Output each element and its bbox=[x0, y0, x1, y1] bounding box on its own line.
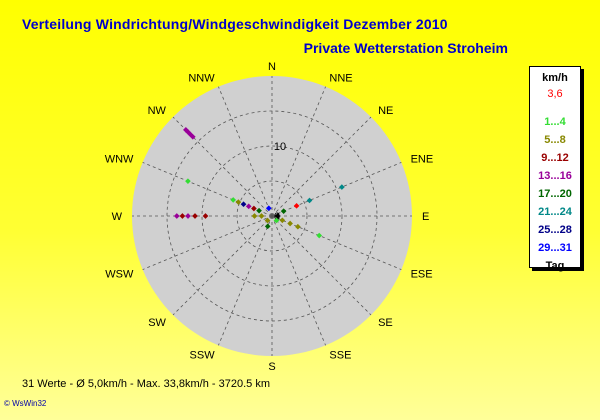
data-point-6 bbox=[230, 197, 237, 203]
data-point-14 bbox=[185, 213, 191, 219]
legend-item-9: Tag bbox=[545, 260, 565, 272]
data-point-20 bbox=[306, 197, 313, 204]
legend-item-5: 17...20 bbox=[538, 188, 572, 200]
legend-item-4: 13...16 bbox=[538, 170, 572, 182]
legend-header: km/h bbox=[542, 72, 568, 84]
direction-label-se: SE bbox=[378, 317, 393, 329]
data-point-23 bbox=[316, 232, 323, 239]
grid-ring-2 bbox=[201, 145, 343, 287]
grid-ring-1 bbox=[236, 180, 308, 252]
legend-item-3: 9...12 bbox=[541, 152, 569, 164]
data-point-30 bbox=[273, 217, 280, 224]
radial-tick-label: 10 bbox=[274, 141, 286, 153]
direction-label-wsw: WSW bbox=[105, 268, 134, 280]
chart-footer: 31 Werte - Ø 5,0km/h - Max. 33,8km/h - 3… bbox=[22, 378, 270, 390]
direction-label-ssw: SSW bbox=[190, 350, 216, 362]
grid-spoke-se bbox=[271, 215, 372, 316]
data-points bbox=[173, 127, 345, 239]
direction-label-n: N bbox=[268, 61, 276, 73]
legend-item-8: 29...31 bbox=[538, 242, 572, 254]
data-point-25 bbox=[287, 220, 293, 227]
direction-label-w: W bbox=[112, 211, 123, 223]
grid-spoke-sse bbox=[271, 215, 326, 346]
data-point-13 bbox=[179, 213, 186, 219]
direction-label-e: E bbox=[422, 211, 429, 223]
direction-label-wnw: WNW bbox=[105, 154, 134, 166]
legend: km/h 3,6 1...4 5...8 9...12 13...16 17...20 2… bbox=[529, 66, 581, 272]
grid-spoke-ne bbox=[271, 116, 372, 217]
data-point-22 bbox=[280, 208, 287, 215]
data-point-28 bbox=[265, 205, 272, 212]
grid-spoke-nnw bbox=[218, 86, 273, 217]
grid-spoke-ese bbox=[271, 215, 402, 270]
legend-items: 1...4 5...8 9...12 13...16 17...20 21...24 25.… bbox=[530, 67, 580, 272]
legend-item-6: 21...24 bbox=[538, 206, 572, 218]
direction-label-ne: NE bbox=[378, 105, 393, 117]
data-point-8 bbox=[240, 201, 247, 208]
data-point-16 bbox=[202, 213, 209, 219]
legend-item-1: 1...4 bbox=[544, 116, 566, 128]
direction-labels: N NNE NE ENE E ESE SE SSE S SSW SW WSW W WNW NW NNW bbox=[105, 61, 434, 373]
grid-spoke-ene bbox=[271, 162, 402, 217]
data-point-15 bbox=[192, 213, 198, 219]
data-point-19 bbox=[339, 184, 345, 190]
direction-label-ene: ENE bbox=[411, 154, 434, 166]
direction-label-nw: NW bbox=[148, 105, 167, 117]
chart-subtitle: Private Wetterstation Stroheim bbox=[303, 40, 508, 56]
grid-spoke-nne bbox=[271, 86, 326, 217]
data-point-29 bbox=[274, 213, 281, 219]
data-point-18 bbox=[258, 213, 265, 219]
grid-spoke-wnw bbox=[142, 162, 273, 217]
data-point-26 bbox=[279, 217, 286, 224]
chart-title: Verteilung Windrichtung/Windgeschwindigk… bbox=[22, 16, 448, 32]
grid-spoke-wsw bbox=[142, 215, 273, 270]
data-point-9 bbox=[245, 203, 252, 210]
data-point-12 bbox=[173, 213, 180, 219]
direction-label-ese: ESE bbox=[411, 268, 433, 280]
data-point-5 bbox=[185, 178, 191, 185]
legend-item-7: 25...28 bbox=[538, 224, 572, 236]
direction-label-sse: SSE bbox=[329, 350, 351, 362]
legend-current-speed: 3,6 bbox=[547, 88, 563, 100]
data-point-17 bbox=[251, 213, 258, 219]
direction-label-nnw: NNW bbox=[188, 72, 215, 84]
brand-label: © WsWin32 bbox=[4, 399, 47, 408]
data-point-31 bbox=[264, 217, 271, 224]
data-point-11 bbox=[256, 207, 262, 214]
direction-label-s: S bbox=[268, 361, 275, 373]
data-point-10 bbox=[251, 205, 257, 212]
grid-spoke-ssw bbox=[218, 215, 273, 346]
legend-item-2: 5...8 bbox=[544, 134, 566, 146]
grid-spoke-sw bbox=[172, 215, 273, 316]
data-point-24 bbox=[295, 223, 301, 230]
data-point-27 bbox=[264, 223, 271, 230]
data-point-7 bbox=[235, 199, 242, 205]
direction-label-sw: SW bbox=[148, 317, 166, 329]
direction-label-nne: NNE bbox=[329, 72, 352, 84]
data-point-21 bbox=[293, 202, 300, 209]
